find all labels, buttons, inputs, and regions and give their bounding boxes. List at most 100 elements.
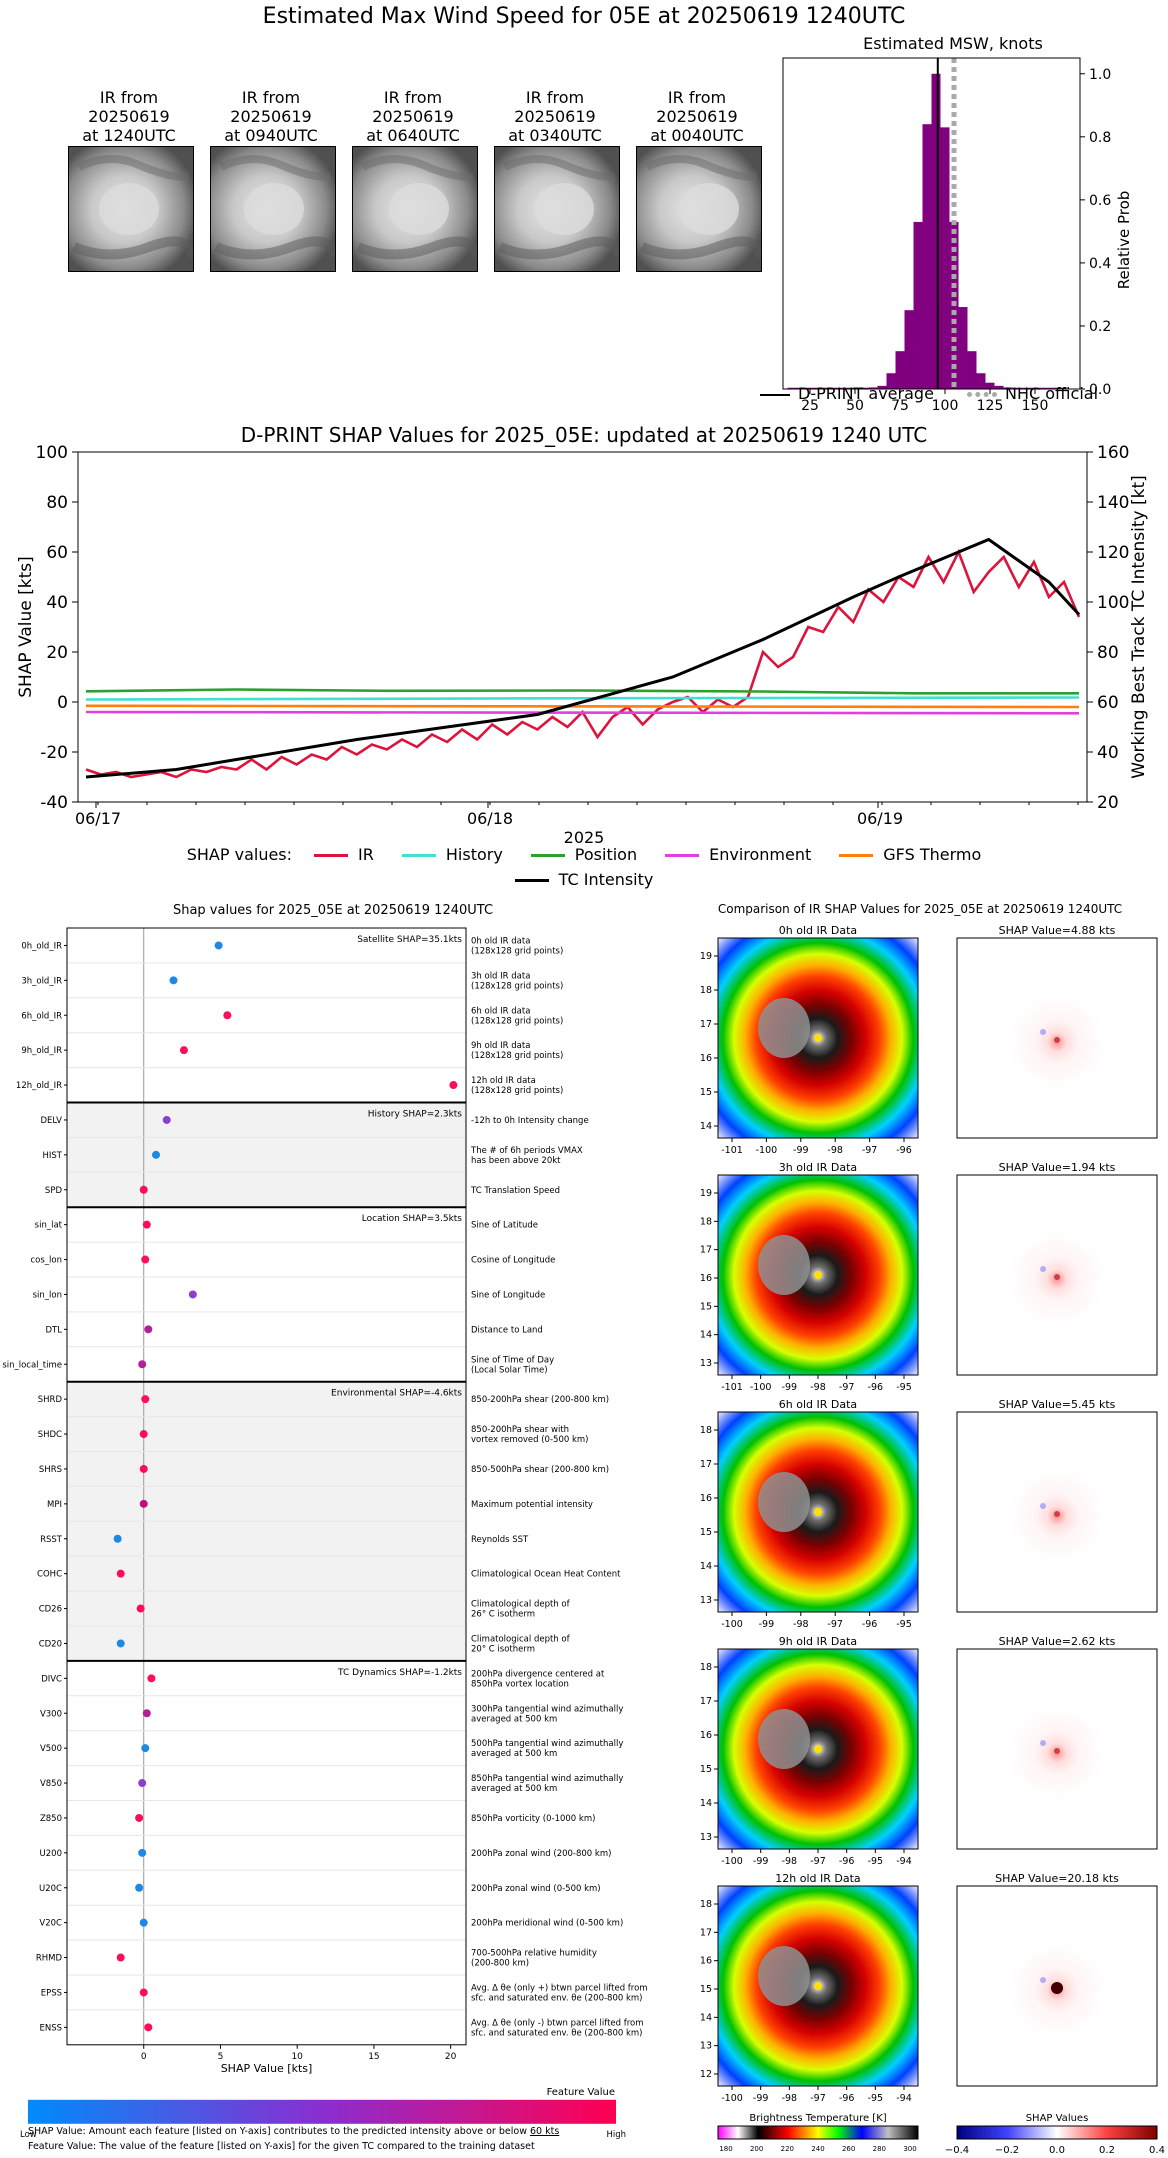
timeseries-ytick-label: 0 bbox=[57, 693, 68, 713]
histogram-bar bbox=[1012, 387, 1022, 389]
feature-label: EPSS bbox=[41, 1988, 62, 1998]
shap-hotspot bbox=[1054, 1748, 1060, 1754]
feature-description: 850hPa vortex location bbox=[471, 1679, 569, 1689]
shap-panel-title: SHAP Value=5.45 kts bbox=[999, 1398, 1116, 1411]
feature-description: 9h old IR data bbox=[471, 1041, 530, 1051]
ir-panel-title: 6h old IR Data bbox=[779, 1398, 857, 1411]
timeseries-y2tick-label: 140 bbox=[1097, 493, 1129, 513]
ir-ytick-label: 13 bbox=[700, 1832, 712, 1843]
feature-description: (128x128 grid points) bbox=[471, 1016, 563, 1026]
timeseries-y2tick-label: 160 bbox=[1097, 443, 1129, 463]
shap-dot bbox=[138, 1848, 147, 1857]
dotplot-xtick-label: 10 bbox=[291, 2052, 303, 2062]
bt-tick-label: 240 bbox=[811, 2145, 824, 2153]
shap-dot bbox=[141, 1395, 150, 1404]
shap-dot bbox=[142, 1709, 151, 1718]
shap-dot bbox=[141, 1744, 150, 1753]
ir-thumb-line1: IR from bbox=[525, 88, 585, 107]
feature-label: 9h_old_IR bbox=[21, 1046, 62, 1056]
ir-xtick-label: -95 bbox=[896, 1619, 912, 1630]
shap-tick-label: 0.0 bbox=[1049, 2145, 1065, 2156]
histogram-bar bbox=[985, 382, 995, 389]
histogram-xtick-label: 25 bbox=[801, 398, 819, 414]
feature-description: 26° C isotherm bbox=[471, 1610, 535, 1620]
ir-ytick-label: 15 bbox=[700, 1527, 712, 1538]
timeseries-y2tick-label: 60 bbox=[1097, 693, 1119, 713]
shap-tick-label: 0.2 bbox=[1099, 2145, 1115, 2156]
group-band bbox=[67, 1207, 466, 1382]
feature-description: sfc. and saturated env. θe (200-800 km) bbox=[471, 1993, 643, 2003]
ir-ytick-label: 19 bbox=[700, 1188, 712, 1199]
histogram-bar bbox=[1030, 387, 1040, 389]
group-band bbox=[67, 928, 466, 1103]
feature-description: has been above 20kt bbox=[471, 1156, 561, 1166]
series-line-ir bbox=[85, 548, 1081, 779]
ir-thumb-line3: at 1240UTC bbox=[82, 126, 176, 145]
ir-eye-marker bbox=[814, 1034, 822, 1042]
footnote-feature: Feature Value: The value of the feature … bbox=[28, 2141, 535, 2152]
ir-ytick-label: 17 bbox=[700, 1245, 712, 1256]
legend-swatch bbox=[314, 854, 349, 857]
shap-dot bbox=[141, 1255, 150, 1264]
shap-tick-label: −0.2 bbox=[995, 2145, 1019, 2156]
feature-description: 300hPa tangential wind azimuthally bbox=[471, 1704, 623, 1714]
feature-description: 200hPa zonal wind (200-800 km) bbox=[471, 1849, 611, 1859]
feature-label: 6h_old_IR bbox=[21, 1011, 62, 1021]
ir-ytick-label: 17 bbox=[700, 1019, 712, 1030]
dotplot-xtick-label: 20 bbox=[445, 2052, 457, 2062]
feature-description: (128x128 grid points) bbox=[471, 1051, 563, 1061]
histogram-bar bbox=[904, 310, 914, 389]
feature-description: 850hPa tangential wind azimuthally bbox=[471, 1774, 623, 1784]
histogram-bar bbox=[823, 387, 833, 389]
histogram-bar bbox=[958, 307, 968, 389]
feature-label: U200 bbox=[40, 1849, 62, 1859]
ir-thumbnail-image bbox=[68, 146, 194, 272]
ir-xtick-label: -95 bbox=[868, 1856, 884, 1867]
footnote-shap: SHAP Value: Amount each feature [listed … bbox=[28, 2126, 559, 2137]
feature-description: 700-500hPa relative humidity bbox=[471, 1949, 597, 1959]
histogram-bar bbox=[805, 387, 815, 389]
histogram-bar bbox=[1048, 387, 1058, 389]
bt-tick-label: 260 bbox=[842, 2145, 855, 2153]
feature-label: 12h_old_IR bbox=[16, 1081, 62, 1091]
legend-swatch bbox=[530, 854, 565, 857]
histogram-bar bbox=[967, 351, 977, 389]
ir-panel-title: 3h old IR Data bbox=[779, 1161, 857, 1174]
shap-dot bbox=[138, 1779, 147, 1788]
legend-label: Position bbox=[574, 845, 638, 864]
shap-dot bbox=[144, 2023, 153, 2032]
histogram-title: Estimated MSW, knots bbox=[863, 34, 1043, 53]
series-line-tc-intensity bbox=[85, 537, 1081, 779]
group-label: Location SHAP=3.5kts bbox=[362, 1214, 463, 1224]
feature-description: TC Translation Speed bbox=[470, 1186, 560, 1196]
histogram-bar bbox=[913, 221, 923, 389]
ir-ytick-label: 18 bbox=[700, 1425, 712, 1436]
histogram-ytick-label: 0.0 bbox=[1089, 382, 1111, 398]
ir-xtick-label: -94 bbox=[896, 1856, 912, 1867]
ir-panel-title: 9h old IR Data bbox=[779, 1635, 857, 1648]
feature-description: Climatological depth of bbox=[471, 1600, 571, 1610]
feature-description: averaged at 500 km bbox=[471, 1749, 557, 1759]
feature-description: -12h to 0h Intensity change bbox=[471, 1116, 589, 1126]
ir-thumb-line3: at 0040UTC bbox=[650, 126, 744, 145]
timeseries-ytick-label: -20 bbox=[40, 743, 68, 763]
ir-ytick-label: 13 bbox=[700, 1358, 712, 1369]
feature-description: 6h old IR data bbox=[471, 1006, 530, 1016]
shap-dot bbox=[169, 976, 178, 985]
ir-xtick-label: -96 bbox=[896, 1145, 912, 1156]
group-label: TC Dynamics SHAP=-1.2kts bbox=[337, 1668, 462, 1678]
feature-description: Sine of Longitude bbox=[471, 1290, 545, 1300]
series-line-history bbox=[85, 696, 1080, 701]
ir-cloud-feature bbox=[758, 1472, 810, 1532]
shap-dot bbox=[179, 1046, 188, 1055]
ir-cloud-feature bbox=[758, 1946, 810, 2006]
feature-label: CD20 bbox=[39, 1639, 62, 1649]
feature-label: SPD bbox=[45, 1186, 63, 1196]
shap-dot bbox=[449, 1081, 458, 1090]
shap-dot bbox=[135, 1813, 144, 1822]
histogram-bar bbox=[814, 387, 824, 389]
ir-thumb-line2: 20250619 bbox=[88, 107, 170, 126]
feature-label: RSST bbox=[40, 1535, 63, 1545]
timeseries-xlabel: 2025 bbox=[564, 828, 605, 847]
histogram-ytick-label: 0.2 bbox=[1089, 319, 1111, 335]
